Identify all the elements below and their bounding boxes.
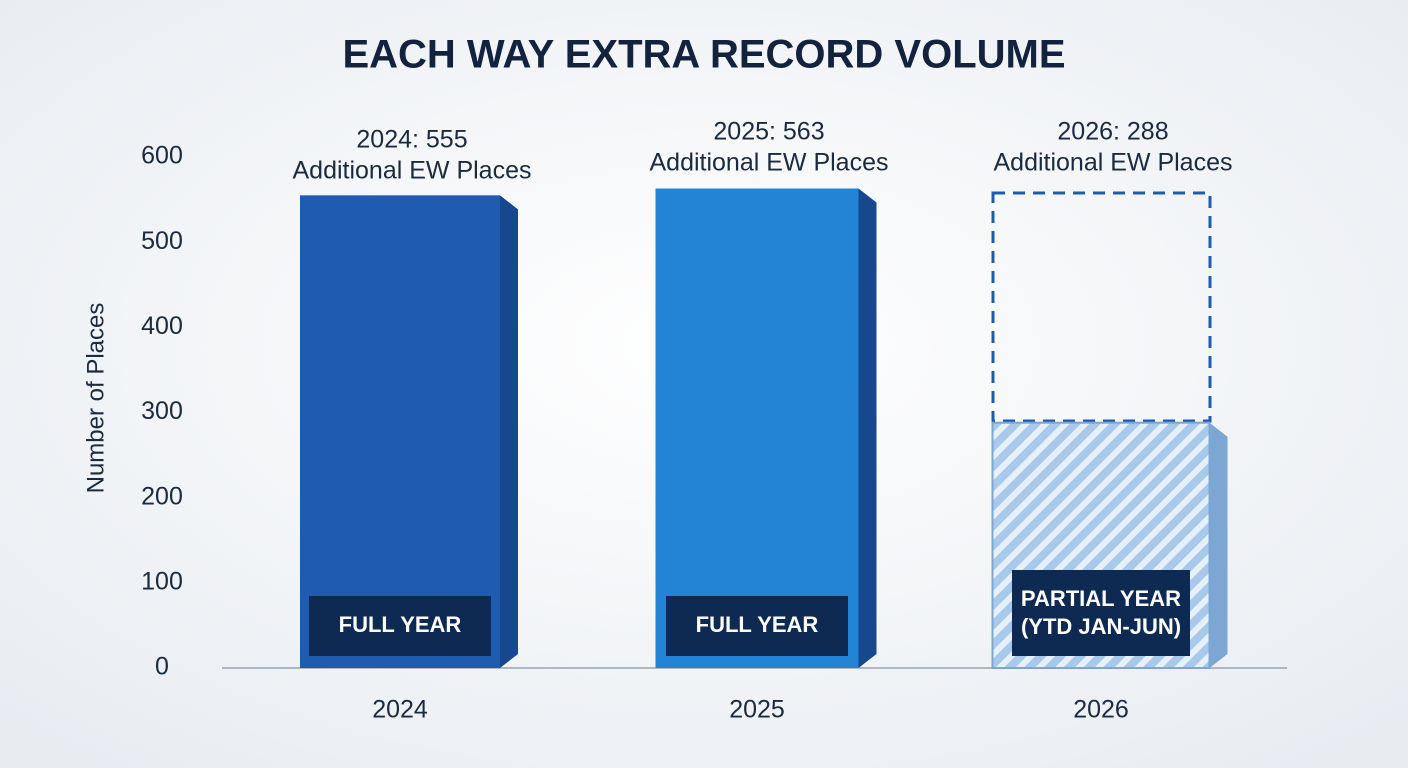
badge [666,596,848,656]
badge [309,596,491,656]
y-tick-label: 100 [141,567,183,595]
badge-label: PARTIAL YEAR [1021,586,1181,611]
badge [1012,570,1190,656]
value-label: 2025: 563 [713,118,824,146]
bar-side [500,195,518,668]
value-label: 2026: 288 [1057,118,1168,146]
x-tick-label: 2024 [372,696,428,724]
y-tick-label: 400 [141,312,183,340]
y-tick-label: 500 [141,227,183,255]
badge-label: (YTD JAN-JUN) [1021,614,1181,639]
bar-side [1209,422,1228,668]
bar [300,195,500,668]
chart-title: EACH WAY EXTRA RECORD VOLUME [342,33,1065,77]
x-tick-label: 2025 [729,696,785,724]
y-axis-label: Number of Places [82,303,109,494]
value-label-note: Additional EW Places [993,149,1232,177]
projection-outline [991,191,1212,423]
y-tick-label: 300 [141,397,183,425]
badge-label: FULL YEAR [339,612,462,637]
badge-label: FULL YEAR [696,612,819,637]
y-tick-label: 600 [141,142,183,170]
bar [655,188,859,669]
value-label-note: Additional EW Places [292,157,531,185]
y-tick-label: 0 [155,653,169,681]
y-tick-label: 200 [141,482,183,510]
x-tick-label: 2026 [1073,696,1129,724]
bar-side [858,188,877,669]
value-label: 2024: 555 [356,126,467,154]
value-label-note: Additional EW Places [649,149,888,177]
